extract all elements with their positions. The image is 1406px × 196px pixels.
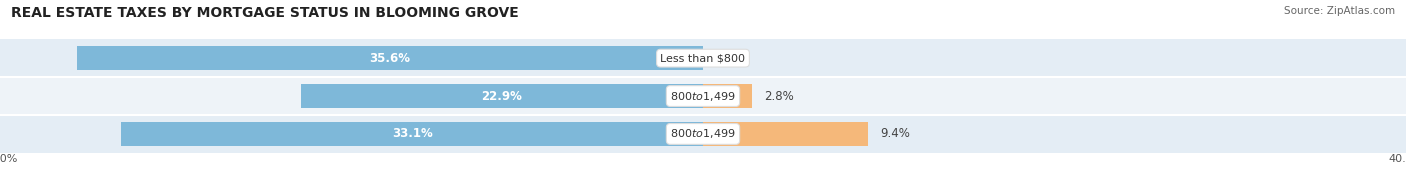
- Bar: [0, 77, 1406, 115]
- Text: 33.1%: 33.1%: [392, 127, 433, 140]
- Text: REAL ESTATE TAXES BY MORTGAGE STATUS IN BLOOMING GROVE: REAL ESTATE TAXES BY MORTGAGE STATUS IN …: [11, 6, 519, 20]
- Text: 0.0%: 0.0%: [716, 52, 745, 65]
- Text: Source: ZipAtlas.com: Source: ZipAtlas.com: [1284, 6, 1395, 16]
- Text: 9.4%: 9.4%: [880, 127, 910, 140]
- Bar: [703, 84, 752, 108]
- Bar: [301, 84, 703, 108]
- Text: 35.6%: 35.6%: [370, 52, 411, 65]
- Text: $800 to $1,499: $800 to $1,499: [671, 127, 735, 140]
- Text: Less than $800: Less than $800: [661, 53, 745, 63]
- Text: 2.8%: 2.8%: [765, 90, 794, 103]
- Bar: [77, 46, 703, 70]
- Bar: [703, 122, 869, 146]
- Bar: [121, 122, 703, 146]
- Bar: [0, 39, 1406, 77]
- Text: 22.9%: 22.9%: [481, 90, 522, 103]
- Bar: [0, 115, 1406, 153]
- Text: $800 to $1,499: $800 to $1,499: [671, 90, 735, 103]
